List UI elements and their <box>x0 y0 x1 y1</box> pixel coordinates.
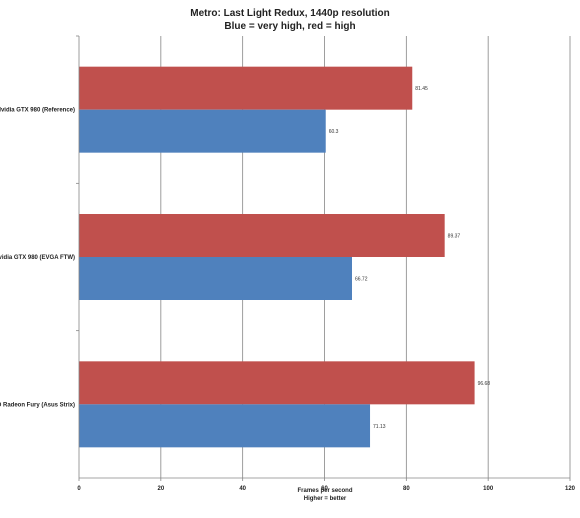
data-labels: 81.45 60.3 89.37 66.72 96.68 71.13 <box>329 86 491 430</box>
bar-s1-c2 <box>79 404 371 448</box>
axes <box>76 35 571 481</box>
category-labels: Nvidia GTX 980 (Reference) Nvidia GTX 980… <box>0 108 75 409</box>
x-tick-label: 60 <box>321 486 328 492</box>
category-label: Nvidia GTX 980 (Reference) <box>0 108 75 114</box>
x-tick-label: 0 <box>77 486 81 492</box>
bar-s0-c0 <box>79 66 413 110</box>
x-tick-label: 20 <box>157 486 164 492</box>
x-axis-title-line2: Higher = better <box>304 496 347 502</box>
x-axis-title-line1: Frames per second <box>297 488 352 494</box>
data-label: 60.3 <box>329 129 339 135</box>
data-label: 71.13 <box>373 424 386 430</box>
x-tick-label: 120 <box>565 486 576 492</box>
bar-s1-c1 <box>79 257 352 300</box>
bars <box>79 66 475 448</box>
bar-s0-c1 <box>79 214 445 257</box>
x-tick-labels: 0 20 40 60 80 100 120 <box>77 486 575 492</box>
x-tick-label: 100 <box>483 486 494 492</box>
x-tick-label: 40 <box>239 486 246 492</box>
data-label: 96.68 <box>478 381 491 387</box>
category-label: Nvidia GTX 980 (EVGA FTW) <box>0 255 75 261</box>
bar-s0-c2 <box>79 361 475 405</box>
data-label: 66.72 <box>355 277 368 283</box>
chart-subtitle: Blue = very high, red = high <box>224 21 355 32</box>
chart-title: Metro: Last Light Redux, 1440p resolutio… <box>190 8 389 19</box>
data-label: 81.45 <box>415 86 428 92</box>
data-label: 89.37 <box>448 234 461 240</box>
bar-s1-c0 <box>79 109 326 153</box>
category-label: AMD Radeon Fury (Asus Strix) <box>0 402 75 408</box>
x-tick-label: 80 <box>403 486 410 492</box>
